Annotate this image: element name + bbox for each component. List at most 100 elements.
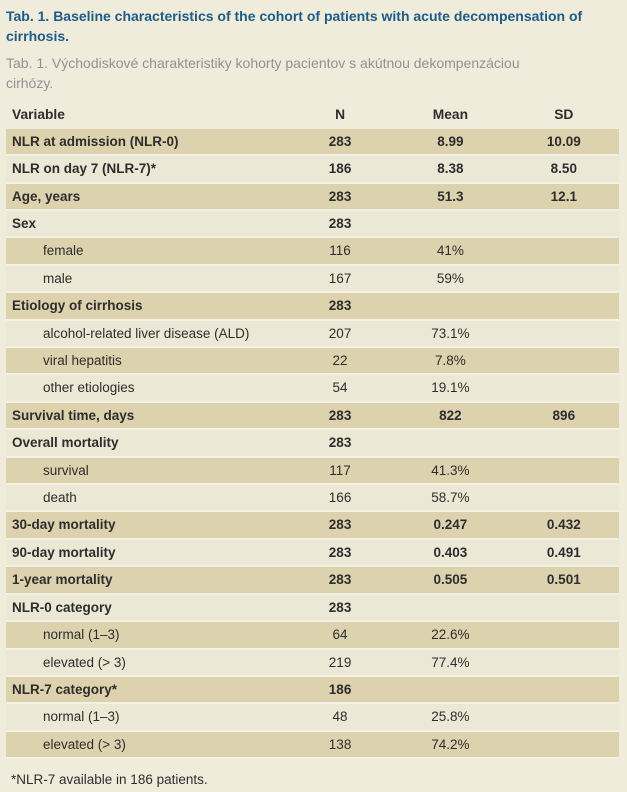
cell-sd: 0.491 <box>508 538 619 568</box>
cell-sd <box>508 730 619 760</box>
cell-mean <box>392 675 509 705</box>
cell-sd <box>508 319 619 349</box>
cell-mean: 7.8% <box>392 347 509 376</box>
cell-variable: alcohol-related liver disease (ALD) <box>6 319 288 349</box>
table-row: Age, years 283 51.3 12.1 <box>6 182 619 212</box>
cell-mean: 22.6% <box>392 621 509 650</box>
cell-sd <box>508 456 619 486</box>
cell-n: 283 <box>287 128 393 157</box>
cell-mean <box>392 210 509 239</box>
cell-sd <box>508 648 619 677</box>
cell-sd <box>508 374 619 403</box>
table-row: NLR at admission (NLR-0) 283 8.99 10.09 <box>6 128 619 157</box>
cell-sd: 0.432 <box>508 511 619 540</box>
cell-variable: normal (1–3) <box>6 621 288 650</box>
cell-variable: Age, years <box>6 182 288 212</box>
cell-variable: 90-day mortality <box>6 538 288 568</box>
cell-variable: NLR-0 category <box>6 593 288 623</box>
cell-variable: Overall mortality <box>6 429 288 458</box>
cell-n: 283 <box>287 511 393 540</box>
cell-n: 207 <box>287 319 393 349</box>
table-row: elevated (> 3) 219 77.4% <box>6 648 619 677</box>
table-row: viral hepatitis 22 7.8% <box>6 347 619 376</box>
header-row: Variable N Mean SD <box>6 103 619 129</box>
cell-mean: 0.403 <box>392 538 509 568</box>
table-row: NLR-0 category 283 <box>6 593 619 623</box>
table-row: alcohol-related liver disease (ALD) 207 73… <box>6 319 619 349</box>
cell-variable: 1-year mortality <box>6 566 288 595</box>
table-row: Etiology of cirrhosis 283 <box>6 292 619 321</box>
cell-sd: 10.09 <box>508 128 619 157</box>
cell-sd <box>508 429 619 458</box>
cell-n: 283 <box>287 429 393 458</box>
table-row: normal (1–3) 64 22.6% <box>6 621 619 650</box>
cell-variable: Sex <box>6 210 288 239</box>
cell-variable: elevated (> 3) <box>6 648 288 677</box>
cell-mean: 59% <box>392 264 509 294</box>
table-body: NLR at admission (NLR-0) 283 8.99 10.09 NLR … <box>6 128 619 760</box>
column-header-sd: SD <box>554 106 574 122</box>
cell-mean: 74.2% <box>392 730 509 760</box>
cell-sd <box>508 621 619 650</box>
baseline-characteristics-table: Variable N Mean SD NLR at admission (NLR… <box>6 103 619 760</box>
cell-mean: 25.8% <box>392 703 509 732</box>
column-header-n: N <box>335 106 346 122</box>
cell-variable: NLR on day 7 (NLR-7)* <box>6 155 288 184</box>
cell-n: 283 <box>287 182 393 212</box>
cell-sd <box>508 264 619 294</box>
table-row: Sex 283 <box>6 210 619 239</box>
cell-variable: other etiologies <box>6 374 288 403</box>
table-row: other etiologies 54 19.1% <box>6 374 619 403</box>
cell-mean: 19.1% <box>392 374 509 403</box>
cell-variable: normal (1–3) <box>6 703 288 732</box>
cell-sd: 896 <box>508 401 619 431</box>
cell-n: 116 <box>287 237 393 266</box>
cell-sd <box>508 703 619 732</box>
table-row: female 116 41% <box>6 237 619 266</box>
cell-sd: 12.1 <box>508 182 619 212</box>
column-header-mean: Mean <box>432 106 469 122</box>
table-row: death 166 58.7% <box>6 484 619 513</box>
cell-variable: death <box>6 484 288 513</box>
cell-n: 283 <box>287 292 393 321</box>
cell-variable: NLR-7 category* <box>6 675 288 705</box>
table-row: 1-year mortality 283 0.505 0.501 <box>6 566 619 595</box>
cell-variable: viral hepatitis <box>6 347 288 376</box>
cell-variable: survival <box>6 456 288 486</box>
cell-sd: 0.501 <box>508 566 619 595</box>
cell-n: 219 <box>287 648 393 677</box>
table-row: normal (1–3) 48 25.8% <box>6 703 619 732</box>
cell-mean: 822 <box>392 401 509 431</box>
cell-sd <box>508 292 619 321</box>
cell-mean: 77.4% <box>392 648 509 677</box>
table-row: survival 117 41.3% <box>6 456 619 486</box>
table-row: 90-day mortality 283 0.403 0.491 <box>6 538 619 568</box>
table-row: Survival time, days 283 822 896 <box>6 401 619 431</box>
cell-mean: 41% <box>392 237 509 266</box>
cell-n: 138 <box>287 730 393 760</box>
cell-n: 167 <box>287 264 393 294</box>
cell-n: 54 <box>287 374 393 403</box>
cell-variable: 30-day mortality <box>6 511 288 540</box>
cell-mean: 0.505 <box>392 566 509 595</box>
table-header: Variable N Mean SD <box>6 103 619 129</box>
cell-mean: 73.1% <box>392 319 509 349</box>
cell-n: 283 <box>287 593 393 623</box>
table-row: NLR on day 7 (NLR-7)* 186 8.38 8.50 <box>6 155 619 184</box>
cell-n: 186 <box>287 675 393 705</box>
cell-sd: 8.50 <box>508 155 619 184</box>
cell-mean <box>392 429 509 458</box>
cell-variable: male <box>6 264 288 294</box>
cell-variable: NLR at admission (NLR-0) <box>6 128 288 157</box>
cell-variable: female <box>6 237 288 266</box>
table-row: elevated (> 3) 138 74.2% <box>6 730 619 760</box>
cell-mean: 0.247 <box>392 511 509 540</box>
cell-n: 64 <box>287 621 393 650</box>
cell-variable: Survival time, days <box>6 401 288 431</box>
column-header-variable: Variable <box>12 106 65 122</box>
cell-mean <box>392 292 509 321</box>
cell-variable: elevated (> 3) <box>6 730 288 760</box>
table-title-english: Tab. 1. Baseline characteristics of the … <box>6 8 583 44</box>
cell-variable: Etiology of cirrhosis <box>6 292 288 321</box>
